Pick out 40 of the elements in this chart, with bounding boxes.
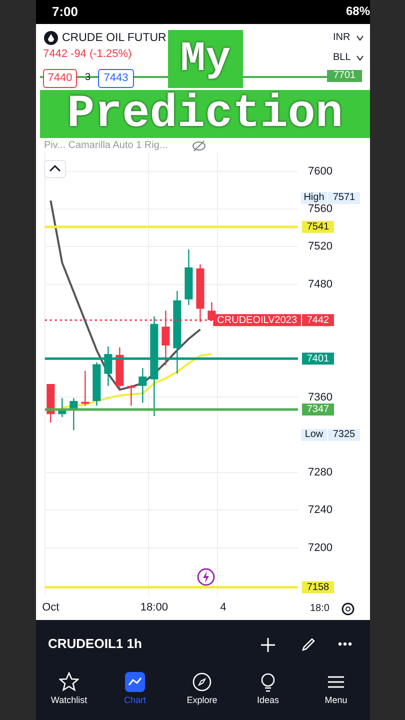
text: 7701 <box>327 70 362 82</box>
text: Ideas <box>256 695 280 706</box>
y-tick-label: 7240 <box>308 504 332 516</box>
text: 7325 <box>328 429 360 441</box>
ref-line-label: 7442 <box>306 314 330 326</box>
text: Watchlist <box>50 695 88 706</box>
y-tick-label: 7600 <box>308 165 332 178</box>
text: 7:00 <box>52 4 78 20</box>
text: High <box>301 192 327 204</box>
ref-line-label: 7347 <box>306 404 330 416</box>
text: Explore <box>186 695 218 706</box>
text: CRUDEOIL1 1h <box>48 636 142 652</box>
text: BLL <box>333 52 351 64</box>
x-tick-label: 18:00 <box>140 601 168 614</box>
ref-line-label: 7401 <box>306 353 330 364</box>
text: 68% <box>346 4 370 18</box>
y-tick-label: 7280 <box>308 466 332 479</box>
text: 7571 <box>328 192 360 204</box>
annotation: CRUDEOILV2023 <box>217 314 298 326</box>
ref-line-label: 7158 <box>306 582 330 594</box>
x-tick-label: Oct <box>42 601 60 614</box>
text: Menu <box>324 695 348 706</box>
text: CRUDE OIL FUTUR <box>62 32 166 46</box>
text: Piv... Camarilla Auto 1 Rig... <box>44 140 168 152</box>
chart-subtitle: Prediction <box>40 88 370 140</box>
y-tick-label: 7480 <box>308 278 332 290</box>
text: Low <box>301 429 327 441</box>
y-tick-label: 7200 <box>308 542 332 554</box>
text: Chart <box>122 695 147 706</box>
text: 7442 -94 (-1.25%) <box>43 48 132 62</box>
y-tick-label: 7560 <box>308 203 332 216</box>
y-tick-label: 7360 <box>308 391 332 404</box>
text: 7440 <box>43 69 77 88</box>
chart-title: My <box>168 30 243 88</box>
text: 18:0 <box>310 603 330 615</box>
y-tick-label: 7520 <box>308 240 332 253</box>
text: 7443 <box>98 69 134 88</box>
x-tick-label: 4 <box>220 601 226 614</box>
ref-line-label: 7541 <box>306 222 330 233</box>
text: INR <box>333 32 350 44</box>
